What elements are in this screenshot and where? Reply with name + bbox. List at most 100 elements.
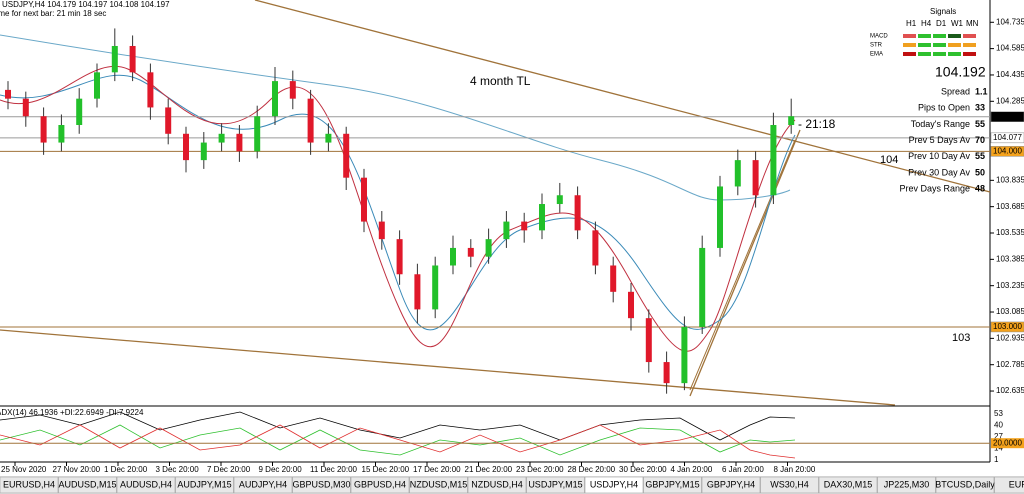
candle-body xyxy=(165,107,172,134)
tab-label[interactable]: JP225,M30 xyxy=(884,479,930,489)
tab[interactable] xyxy=(760,476,819,494)
tab-label[interactable]: AUDUSD,M15 xyxy=(58,479,116,489)
tab-label[interactable]: NZDUSD,H4 xyxy=(471,479,523,489)
candle-body xyxy=(22,98,29,117)
tab-label[interactable]: USDJPY,H4 xyxy=(590,479,638,489)
candle-body xyxy=(717,186,723,248)
candle-body xyxy=(76,98,83,126)
trendline xyxy=(254,0,991,193)
tab-label[interactable]: WS30,H4 xyxy=(770,479,809,489)
signal-cell xyxy=(963,34,976,38)
signal-cell xyxy=(948,34,961,38)
signal-name: EMA xyxy=(870,52,883,58)
candle-body xyxy=(450,247,456,266)
tab[interactable] xyxy=(292,476,351,494)
tab[interactable] xyxy=(233,476,293,494)
stat-value: 33 xyxy=(975,103,985,113)
tab[interactable] xyxy=(409,476,468,494)
time-label: 4 Jan 20:00 xyxy=(671,465,713,474)
candle-body xyxy=(218,133,225,143)
stat-value: 1.1 xyxy=(975,86,988,96)
tab[interactable] xyxy=(935,476,995,494)
indicator-tick: 40 xyxy=(994,421,1003,430)
signal-cell xyxy=(903,43,916,47)
candle-body xyxy=(681,326,688,384)
time-label: 7 Dec 20:00 xyxy=(207,465,251,474)
candle-body xyxy=(236,133,243,152)
candle-body xyxy=(307,98,314,143)
tab[interactable] xyxy=(584,476,644,494)
price-label: 104.585 xyxy=(996,44,1024,53)
tab[interactable] xyxy=(175,476,234,494)
level-box xyxy=(991,438,1024,449)
price-label: 102.635 xyxy=(996,386,1024,395)
candle-body xyxy=(40,116,47,143)
tab[interactable] xyxy=(467,476,527,494)
signal-cell xyxy=(933,52,946,56)
tab[interactable] xyxy=(58,476,117,494)
signal-cell xyxy=(948,52,961,56)
timeframe: H4 xyxy=(921,19,932,28)
tab[interactable] xyxy=(877,476,936,494)
time-label: 11 Dec 20:00 xyxy=(310,465,358,474)
candle-body xyxy=(414,274,421,310)
tab[interactable] xyxy=(350,476,410,494)
timeframe: W1 xyxy=(951,19,964,28)
tab[interactable] xyxy=(643,476,702,494)
tab-label[interactable]: GBPJPY,H4 xyxy=(707,479,755,489)
timeframe: H1 xyxy=(906,19,917,28)
tab[interactable] xyxy=(116,476,176,494)
candle-body xyxy=(770,125,777,196)
tab[interactable] xyxy=(701,476,761,494)
time-label: 17 Dec 20:00 xyxy=(413,465,461,474)
candle-body xyxy=(254,116,261,152)
indicator-tick: 53 xyxy=(994,409,1003,418)
tab-label[interactable]: DAX30,M15 xyxy=(824,479,873,489)
stat-value: 50 xyxy=(975,167,985,177)
candle-body xyxy=(343,133,350,178)
tab-label[interactable]: GBPUSD,M30 xyxy=(292,479,350,489)
candle-body xyxy=(699,247,706,327)
tab[interactable] xyxy=(0,476,59,494)
tab-label[interactable]: BTCUSD,Daily xyxy=(935,479,995,489)
candle-body xyxy=(752,160,759,196)
price-label: 103.085 xyxy=(996,307,1024,316)
tab-label[interactable]: GBPUSD,H4 xyxy=(354,479,406,489)
tab-label[interactable]: AUDJPY,H4 xyxy=(239,479,287,489)
time-label: 23 Dec 20:00 xyxy=(516,465,564,474)
candle-body xyxy=(556,195,563,205)
tab[interactable] xyxy=(526,476,585,494)
signal-cell xyxy=(963,52,976,56)
stat-value: 55 xyxy=(975,119,985,129)
candle-body xyxy=(503,221,510,240)
price-box xyxy=(990,111,1024,123)
candle-body xyxy=(325,133,332,143)
tab-label[interactable]: EURUSD,H4 xyxy=(3,479,55,489)
signal-cell xyxy=(933,34,946,38)
time-label: 15 Dec 20:00 xyxy=(362,465,410,474)
stat-label: Pips to Open xyxy=(918,103,970,113)
tab-label[interactable]: NZDUSD,M15 xyxy=(410,479,468,489)
stat-label: Prev 30 Day Av xyxy=(908,167,970,177)
tab-label[interactable]: EURJP xyxy=(1009,479,1024,489)
signal-name: STR xyxy=(870,43,883,49)
price-display: 104.192 xyxy=(935,64,986,80)
price-label: 103.835 xyxy=(996,175,1024,184)
minus-di-line xyxy=(0,424,796,459)
time-label: 30 Dec 20:00 xyxy=(619,465,667,474)
tab[interactable] xyxy=(818,476,878,494)
time-label: 21 Dec 20:00 xyxy=(465,465,513,474)
stat-label: Today's Range xyxy=(911,119,970,129)
stat-label: Prev Days Range xyxy=(899,184,970,194)
tab-label[interactable]: AUDJPY,M15 xyxy=(177,479,231,489)
trendline xyxy=(689,139,796,391)
tab-label[interactable]: USDJPY,M15 xyxy=(528,479,582,489)
stat-value: 48 xyxy=(975,184,985,194)
tab-label[interactable]: GBPJPY,M15 xyxy=(645,479,699,489)
price-label: 102.785 xyxy=(996,360,1024,369)
signal-cell xyxy=(903,52,916,56)
price-box-label: 104.077 xyxy=(993,133,1022,142)
tab-label[interactable]: AUDUSD,H4 xyxy=(120,479,172,489)
price-label: 104.285 xyxy=(996,96,1024,105)
indicator-tick: 27 xyxy=(994,432,1003,441)
